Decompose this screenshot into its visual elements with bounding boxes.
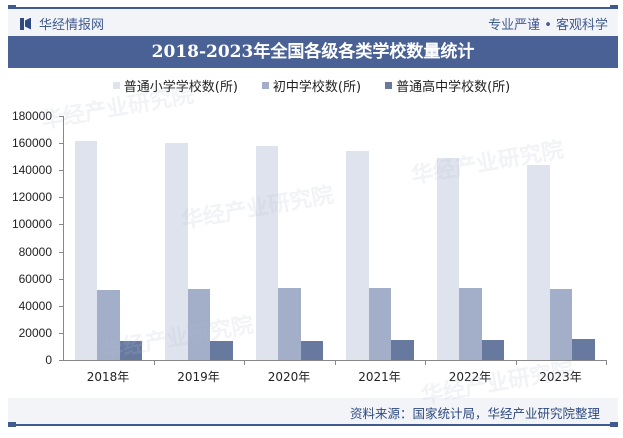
x-tick-mark: [244, 360, 245, 365]
legend-swatch-icon: [261, 82, 269, 89]
chart-title: 2018-2023年全国各级各类学校数量统计: [8, 36, 618, 68]
y-tick-label: 180000: [11, 109, 52, 123]
bar-primary-2022年: [436, 157, 459, 360]
legend-label: 初中学校数(所): [272, 80, 362, 95]
y-tick-label: 0: [45, 353, 52, 367]
y-tick-mark: [59, 305, 63, 307]
bar-junior-2018年: [97, 289, 120, 360]
bar-senior-2021年: [391, 340, 414, 360]
y-tick-label: 80000: [18, 244, 52, 259]
bar-senior-2023年: [572, 339, 595, 360]
bar-primary-2019年: [165, 142, 188, 360]
bar-junior-2019年: [187, 288, 210, 360]
y-tick-label: 120000: [11, 190, 52, 205]
x-tick-label: 2021年: [358, 370, 401, 384]
y-tick-label: 20000: [18, 325, 52, 340]
legend-item: 普通高中学校数(所): [385, 76, 510, 95]
y-tick-mark: [59, 170, 63, 172]
x-tick-mark: [606, 360, 607, 365]
y-tick-mark: [59, 360, 63, 361]
x-tick-label: 2023年: [539, 370, 582, 384]
brand-name: 华经情报网: [39, 18, 105, 33]
x-tick-mark: [515, 360, 517, 365]
footer: 资料来源：国家统计局，华经产业研究院整理: [8, 398, 618, 424]
legend-swatch-icon: [385, 82, 393, 89]
y-tick-label: 40000: [18, 298, 52, 313]
x-tick-label: 2022年: [448, 370, 492, 384]
bar-senior-2020年: [300, 340, 323, 360]
y-tick-label: 140000: [11, 163, 52, 178]
bar-junior-2021年: [368, 288, 391, 360]
x-tick-mark: [425, 360, 426, 365]
bar-primary-2021年: [346, 150, 369, 360]
x-tick-mark: [334, 360, 336, 365]
y-tick-mark: [59, 278, 63, 280]
y-tick-label: 100000: [11, 217, 52, 232]
bar-junior-2020年: [278, 288, 301, 360]
y-tick-mark: [59, 116, 63, 117]
bar-junior-2022年: [459, 288, 482, 360]
header-strip: 华经情报网 专业严谨 • 客观科学: [8, 9, 618, 36]
y-tick-mark: [59, 143, 63, 145]
slogan: 专业严谨 • 客观科学: [488, 18, 608, 33]
x-tick-label: 2020年: [267, 370, 311, 384]
y-tick-mark: [59, 224, 63, 226]
y-tick-label: 160000: [11, 136, 52, 151]
y-tick-mark: [59, 197, 63, 199]
legend-label: 普通高中学校数(所): [396, 80, 511, 95]
bottom-border-line: [8, 422, 618, 427]
top-border-line: [8, 5, 618, 10]
x-tick-label: 2019年: [177, 370, 220, 384]
legend-label: 普通小学学校数(所): [123, 80, 238, 95]
y-tick-mark: [59, 332, 63, 334]
legend-item: 初中学校数(所): [261, 76, 362, 95]
y-axis: [63, 116, 64, 360]
legend-swatch-icon: [112, 82, 120, 89]
brand: 华经情报网: [20, 14, 104, 33]
y-tick-mark: [59, 251, 63, 253]
x-tick-label: 2018年: [86, 370, 130, 384]
source-note: 资料来源：国家统计局，华经产业研究院整理: [349, 406, 600, 421]
chart-legend: 普通小学学校数(所) 初中学校数(所) 普通高中学校数(所): [0, 76, 623, 95]
bar-junior-2023年: [549, 289, 572, 360]
legend-item: 普通小学学校数(所): [112, 76, 238, 95]
bar-senior-2022年: [481, 339, 504, 360]
bar-primary-2018年: [74, 140, 97, 360]
bar-senior-2018年: [119, 341, 142, 360]
bar-primary-2020年: [255, 145, 278, 360]
brand-logo-icon: [20, 17, 31, 30]
y-tick-label: 60000: [18, 271, 52, 286]
x-tick-mark: [153, 360, 155, 365]
bar-senior-2019年: [210, 341, 233, 360]
bar-primary-2023年: [527, 165, 550, 360]
